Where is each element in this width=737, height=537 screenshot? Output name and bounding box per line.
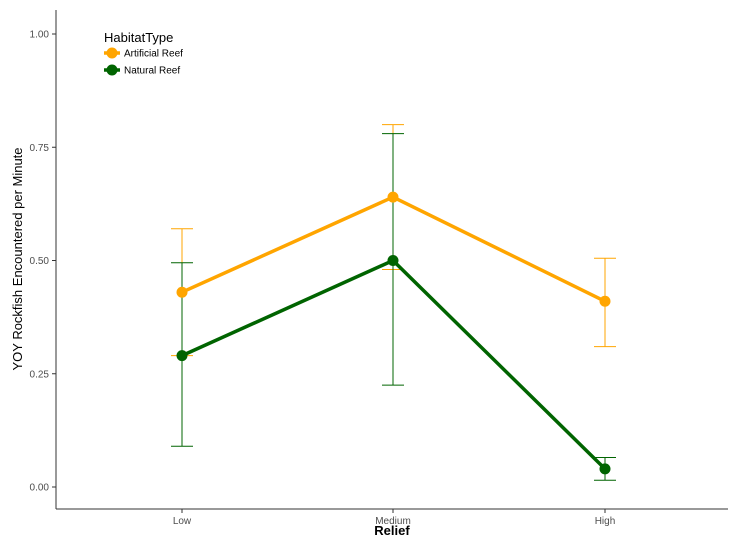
x-tick-label: Low [173,516,192,527]
data-point-artificial-reef [387,191,399,203]
data-point-natural-reef [176,350,188,362]
data-point-artificial-reef [176,286,188,298]
legend-label: Artificial Reef [124,49,183,60]
axes [55,10,728,510]
legend-item: Natural Reef [104,64,180,77]
legend-title: HabitatType [104,30,173,45]
data-point-natural-reef [599,463,611,475]
x-tick-label: High [595,516,616,527]
x-tick-label: Medium [375,516,411,527]
y-ticks: 0.00 0.25 0.50 0.75 1.00 [30,30,56,494]
error-bars [171,124,616,481]
y-axis-title: YOY Rockfish Encountered per Minute [10,147,25,370]
legend-item: Artificial Reef [104,47,183,60]
y-tick-label: 1.00 [30,30,50,41]
data-points [176,191,611,475]
x-axis-title: Relief [374,523,410,537]
legend-key-point [106,47,118,59]
y-tick-label: 0.25 [30,369,50,380]
y-tick-label: 0.00 [30,483,50,494]
data-point-artificial-reef [599,295,611,307]
legend-label: Natural Reef [124,66,180,77]
data-point-natural-reef [387,255,399,266]
y-tick-label: 0.75 [30,143,50,154]
legend: HabitatType Artificial Reef Natural Reef [104,30,183,77]
x-ticks: Low Medium High [173,509,615,527]
y-tick-label: 0.50 [30,256,50,267]
legend-key-point [106,64,118,76]
